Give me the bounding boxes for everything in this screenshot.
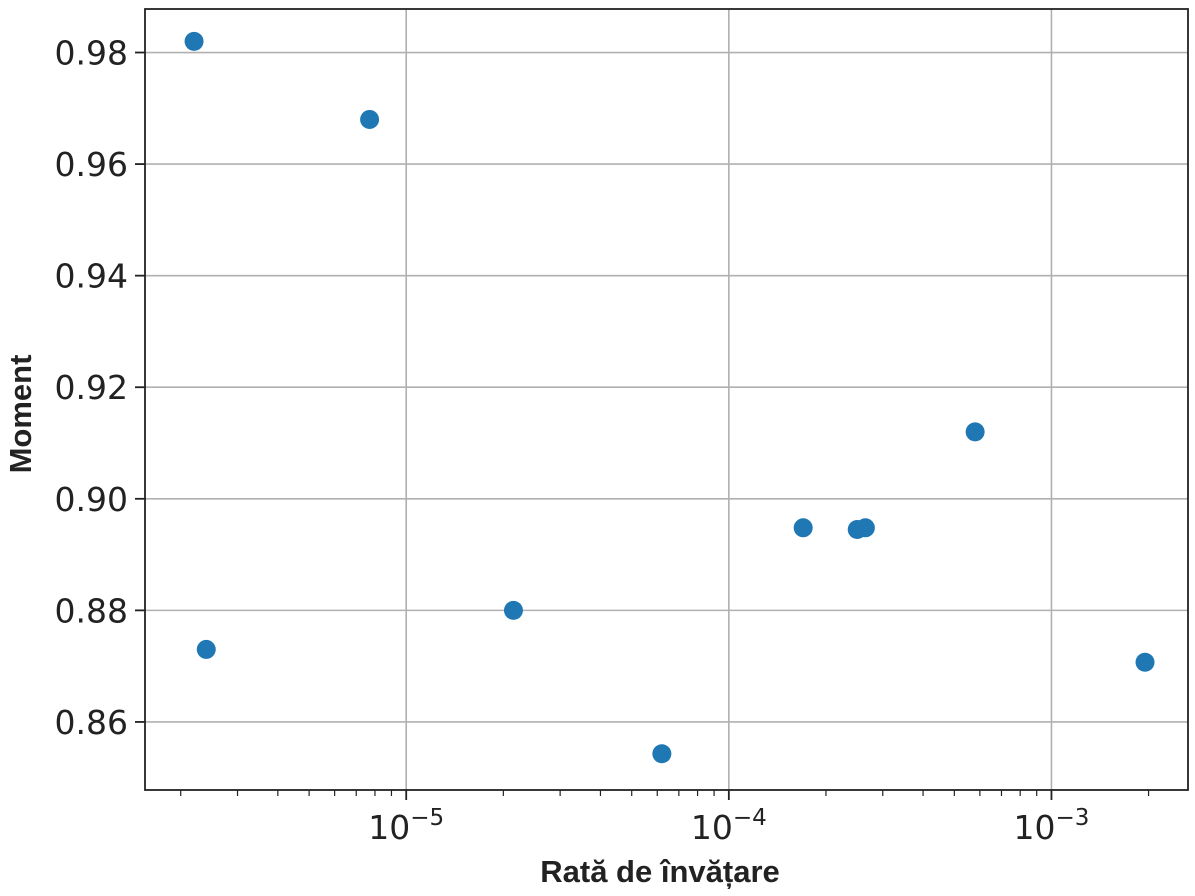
data-point [196,639,216,659]
data-point [793,518,813,538]
x-tick-base: 10 [1013,808,1055,847]
data-point [503,600,523,620]
tick-labels: 10−5 10−4 10−30.860.880.900.920.940.960.98 [55,34,1090,847]
data-point [965,422,985,442]
x-tick-base: 10 [368,808,410,847]
grid [145,9,1188,790]
y-tick-label: 0.88 [55,591,128,630]
data-point [360,109,380,129]
x-axis-title: Rată de învățare [540,854,780,889]
data-point [652,744,672,764]
x-tick-label: 10−3 [1013,805,1089,847]
plot-frame [144,8,1189,791]
y-tick-label: 0.90 [55,480,128,519]
x-tick-exponent: −4 [733,805,767,831]
x-tick-exponent: −3 [1055,805,1089,831]
y-tick-label: 0.86 [55,703,128,742]
x-tick-exponent: −5 [410,805,444,831]
y-tick-label: 0.96 [55,145,128,184]
y-tick-label: 0.94 [55,257,128,296]
data-point [1135,652,1155,672]
axis-ticks [135,51,1150,800]
data-point [855,518,875,538]
y-tick-label: 0.92 [55,368,128,407]
x-tick-base: 10 [691,808,733,847]
y-axis-title: Moment [3,355,38,474]
data-points [184,31,1155,764]
y-tick-label: 0.98 [55,34,128,73]
x-tick-label: 10−5 [368,805,444,847]
data-point [184,31,204,51]
x-tick-label: 10−4 [691,805,767,847]
